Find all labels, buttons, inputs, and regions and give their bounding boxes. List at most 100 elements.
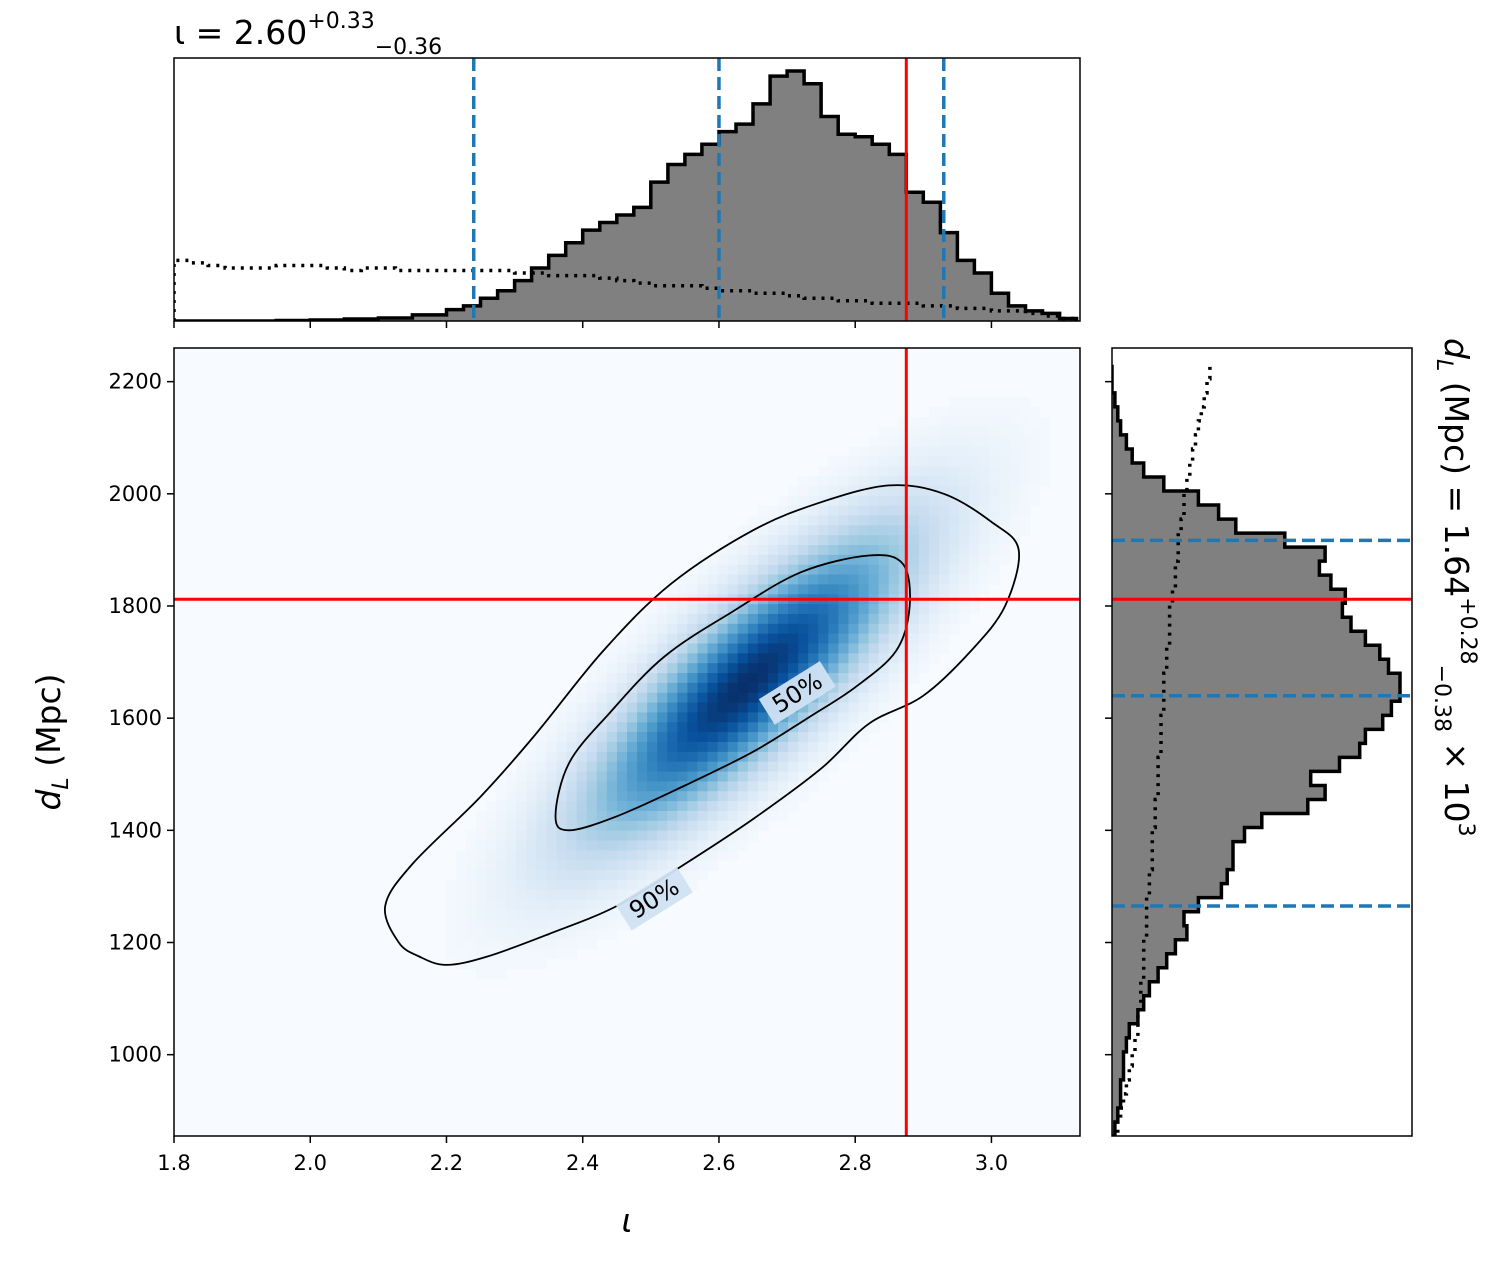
density-cell (627, 653, 638, 664)
density-cell (898, 476, 910, 487)
density-cell (979, 436, 990, 448)
density-cell (888, 673, 900, 684)
density-cell (778, 545, 789, 556)
density-cell (959, 525, 970, 536)
density-cell (808, 702, 819, 714)
density-cell (657, 673, 668, 684)
density-cell (616, 742, 628, 753)
density-cell (969, 476, 980, 487)
density-cell (747, 663, 759, 674)
density-cell (778, 771, 789, 782)
density-cell (838, 722, 850, 733)
density-cell (939, 643, 950, 654)
density-cell (908, 535, 920, 546)
density-cell (898, 663, 910, 674)
density-cell (677, 613, 688, 625)
density-cell (556, 939, 568, 950)
density-cell (556, 899, 568, 911)
density-cell (888, 554, 900, 566)
density-cell (898, 446, 910, 457)
density-cell (576, 781, 588, 792)
density-cell (516, 948, 527, 960)
density-cell (637, 791, 648, 802)
density-cell (969, 584, 980, 595)
density-cell (838, 564, 850, 576)
density-cell (637, 801, 648, 812)
density-cell (818, 584, 829, 595)
density-cell (516, 751, 527, 763)
density-cell (959, 584, 970, 595)
density-cell (1009, 436, 1021, 448)
density-cell (798, 643, 809, 654)
density-cell (647, 623, 658, 635)
density-cell (858, 456, 870, 467)
density-cell (707, 643, 719, 654)
density-cell (627, 840, 638, 851)
density-cell (737, 613, 749, 625)
density-cell (566, 899, 578, 911)
density-cell (999, 545, 1011, 556)
density-cell (727, 692, 739, 704)
density-cell (1019, 436, 1031, 448)
density-cell (586, 919, 598, 930)
density-cell (818, 692, 829, 704)
density-cell (486, 948, 497, 960)
density-cell (757, 742, 769, 753)
density-cell (606, 791, 618, 802)
density-cell (536, 781, 548, 792)
density-cell (496, 968, 507, 979)
density-cell (878, 505, 890, 517)
density-cell (606, 722, 618, 733)
density-cell (506, 791, 517, 802)
density-cell (707, 682, 719, 694)
density-cell (566, 702, 578, 714)
y-tick-label: 1400 (109, 818, 162, 842)
density-cell (606, 929, 618, 940)
density-cell (697, 791, 709, 802)
density-cell (878, 633, 890, 645)
density-cell (455, 850, 467, 861)
density-cell (717, 830, 729, 842)
density-cell (606, 692, 618, 704)
density-heatmap (445, 397, 1051, 979)
density-cell (757, 643, 769, 654)
density-cell (727, 840, 739, 851)
density-cell (1009, 446, 1021, 457)
density-cell (1039, 456, 1051, 467)
density-cell (757, 623, 769, 635)
density-cell (455, 909, 467, 920)
density-cell (516, 761, 527, 773)
density-cell (939, 426, 950, 438)
contour-label-90-bg (615, 866, 693, 931)
density-cell (717, 613, 729, 625)
density-cell (657, 663, 668, 674)
density-cell (1019, 505, 1031, 517)
density-cell (828, 456, 839, 467)
density-cell (838, 653, 850, 664)
density-cell (526, 830, 537, 842)
density-cell (536, 879, 548, 891)
density-cell (707, 761, 719, 773)
density-cell (627, 722, 638, 733)
density-cell (737, 653, 749, 664)
density-cell (747, 604, 759, 615)
density-cell (878, 584, 890, 595)
density-cell (767, 545, 779, 556)
density-cell (606, 702, 618, 714)
density-cell (848, 742, 860, 753)
density-cell (757, 525, 769, 536)
density-cell (486, 860, 497, 871)
density-cell (908, 663, 920, 674)
density-cell (1009, 476, 1021, 487)
density-cell (767, 554, 779, 566)
density-cell (979, 456, 990, 467)
density-cell (939, 574, 950, 585)
density-cell (496, 830, 507, 842)
density-cell (989, 397, 1001, 408)
density-cell (929, 574, 940, 585)
density-cell (848, 604, 860, 615)
density-cell (979, 505, 990, 517)
density-cell (778, 495, 789, 507)
density-cell (939, 515, 950, 526)
density-cell (727, 535, 739, 546)
